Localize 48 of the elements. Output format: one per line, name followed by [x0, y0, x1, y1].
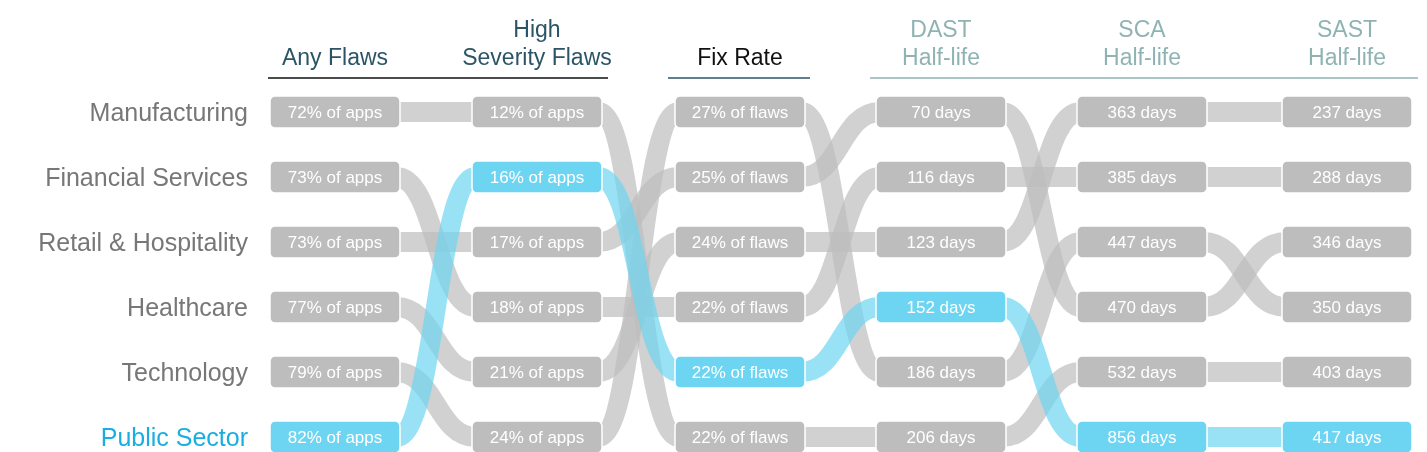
data-label: 16% of apps [489, 167, 585, 187]
data-label: 72% of apps [287, 102, 383, 122]
data-label: 22% of flaws [691, 427, 789, 447]
data-label: 27% of flaws [691, 102, 789, 122]
data-label: 532 days [1107, 362, 1177, 382]
data-label: 206 days [906, 427, 976, 447]
data-label: 82% of apps [287, 427, 383, 447]
data-label: 22% of flaws [691, 362, 789, 382]
series-label: Financial Services [45, 163, 248, 191]
data-label: 77% of apps [287, 297, 383, 317]
category-label: High Severity Flaws [462, 16, 612, 70]
data-label: 152 days [906, 297, 976, 317]
data-label: 70 days [911, 102, 971, 122]
series-label: Retail & Hospitality [38, 228, 249, 256]
data-label: 73% of apps [287, 167, 383, 187]
data-label: 25% of flaws [691, 167, 789, 187]
data-label: 350 days [1312, 297, 1382, 317]
data-label: 237 days [1312, 102, 1382, 122]
data-label: 288 days [1312, 167, 1382, 187]
data-label: 417 days [1312, 427, 1382, 447]
category-label: Fix Rate [697, 44, 783, 70]
data-label: 123 days [906, 232, 976, 252]
data-label: 17% of apps [489, 232, 585, 252]
data-label: 18% of apps [489, 297, 585, 317]
category-label: Any Flaws [281, 44, 389, 70]
data-label: 116 days [907, 167, 975, 187]
data-label: 22% of flaws [691, 297, 789, 317]
data-label: 447 days [1107, 232, 1177, 252]
data-label: 403 days [1312, 362, 1382, 382]
data-label: 385 days [1107, 167, 1177, 187]
data-label: 856 days [1107, 427, 1177, 447]
data-label: 79% of apps [287, 362, 383, 382]
data-label: 73% of apps [287, 232, 383, 252]
category-label: SCA Half-life [1103, 16, 1181, 70]
category-label: DAST Half-life [902, 16, 980, 70]
series-label: Technology [121, 358, 249, 386]
series-label: Healthcare [127, 293, 248, 321]
series-label: Manufacturing [89, 98, 248, 126]
data-label: 21% of apps [489, 362, 585, 382]
data-label: 12% of apps [489, 102, 585, 122]
data-label: 24% of apps [489, 427, 585, 447]
data-label: 470 days [1107, 297, 1177, 317]
data-label: 24% of flaws [691, 232, 789, 252]
series-label: Public Sector [100, 423, 248, 451]
data-label: 363 days [1107, 102, 1177, 122]
data-label: 346 days [1312, 232, 1382, 252]
data-label: 186 days [906, 362, 976, 382]
category-label: SAST Half-life [1308, 16, 1386, 70]
